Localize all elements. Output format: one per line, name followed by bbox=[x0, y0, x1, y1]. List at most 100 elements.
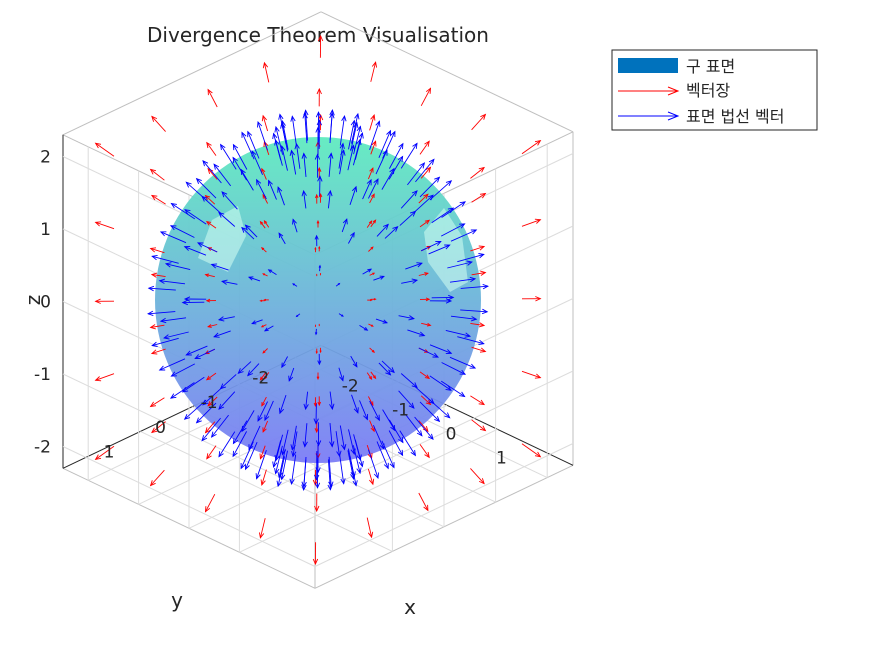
normal-arrow-head bbox=[386, 129, 392, 137]
normal-arrow bbox=[407, 162, 425, 186]
normal-arrow bbox=[273, 133, 282, 161]
normal-arrow-head bbox=[290, 115, 296, 122]
normal-arrow-head bbox=[411, 190, 418, 197]
x-tick-label: 0 bbox=[446, 424, 457, 444]
normal-arrow bbox=[450, 229, 477, 242]
normal-arrow bbox=[339, 425, 345, 450]
normal-arrow bbox=[399, 430, 416, 456]
field-arrow-head bbox=[316, 87, 322, 95]
normal-arrow-head bbox=[280, 122, 286, 129]
normal-arrow-head bbox=[329, 441, 335, 448]
normal-arrow-head bbox=[379, 275, 385, 280]
field-arrow bbox=[261, 469, 267, 486]
field-arrow bbox=[368, 396, 374, 406]
normal-arrow-head bbox=[274, 125, 280, 133]
normal-arrow-head bbox=[314, 482, 321, 489]
normal-arrow-head bbox=[244, 224, 251, 231]
normal-arrow bbox=[303, 456, 307, 487]
normal-arrow bbox=[281, 145, 288, 171]
normal-arrow bbox=[375, 150, 388, 175]
field-arrow bbox=[370, 371, 376, 379]
normal-arrow-head bbox=[428, 158, 435, 165]
field-arrow-head bbox=[207, 324, 212, 328]
normal-arrow bbox=[233, 420, 248, 444]
field-arrow bbox=[261, 396, 267, 407]
field-arrow-head bbox=[206, 453, 212, 460]
normal-arrow-head bbox=[397, 155, 404, 162]
legend-label-field: 벡터장 bbox=[686, 81, 730, 100]
field-arrow-head bbox=[259, 453, 265, 460]
field-arrow-head bbox=[258, 532, 265, 539]
normal-arrow bbox=[148, 311, 176, 315]
field-arrow bbox=[370, 219, 376, 228]
normal-arrow bbox=[303, 190, 307, 209]
normal-arrow-head bbox=[244, 463, 250, 471]
normal-arrow-head bbox=[339, 375, 344, 382]
normal-arrow-head bbox=[257, 415, 263, 422]
normal-arrow-head bbox=[358, 132, 364, 139]
normal-arrow-head bbox=[340, 478, 346, 485]
normal-arrow-head bbox=[356, 125, 362, 132]
field-arrow bbox=[262, 420, 269, 433]
normal-arrow bbox=[220, 374, 237, 389]
normal-arrow bbox=[389, 419, 404, 443]
normal-arrow bbox=[354, 132, 363, 160]
normal-arrow-head bbox=[195, 417, 202, 424]
normal-arrow bbox=[211, 263, 229, 271]
field-arrow bbox=[150, 469, 165, 486]
field-arrow-head bbox=[94, 142, 102, 149]
normal-arrow bbox=[303, 153, 307, 177]
normal-arrow-head bbox=[351, 185, 358, 193]
field-arrow-head bbox=[369, 298, 373, 302]
normal-arrow-head bbox=[183, 414, 191, 420]
normal-arrow-head bbox=[241, 425, 247, 433]
normal-arrow-head bbox=[183, 245, 191, 251]
field-arrow bbox=[471, 114, 486, 131]
field-arrow bbox=[205, 493, 216, 512]
normal-arrow-head bbox=[350, 473, 356, 480]
field-arrow-head bbox=[424, 140, 430, 147]
normal-arrow-head bbox=[398, 437, 404, 444]
field-arrow bbox=[205, 195, 216, 205]
normal-arrow bbox=[160, 231, 187, 244]
field-arrow-head bbox=[371, 349, 375, 353]
normal-arrow-head bbox=[373, 472, 379, 480]
y-tick-label: -1 bbox=[201, 393, 218, 413]
normal-arrow bbox=[407, 329, 425, 337]
field-arrow-head bbox=[372, 272, 376, 275]
normal-arrow bbox=[241, 227, 255, 240]
normal-arrow-head bbox=[469, 276, 477, 283]
field-arrow-head bbox=[312, 479, 319, 487]
field-arrow-head bbox=[207, 88, 213, 96]
normal-arrow-head bbox=[317, 360, 322, 366]
normal-arrow-head bbox=[247, 276, 254, 281]
field-arrow bbox=[369, 193, 375, 204]
field-arrow-head bbox=[368, 376, 373, 381]
normal-arrow bbox=[362, 179, 372, 200]
normal-arrow bbox=[291, 150, 297, 175]
normal-arrow bbox=[414, 416, 434, 440]
normal-arrow bbox=[354, 439, 363, 467]
normal-arrow-head bbox=[445, 385, 452, 391]
field-arrow-head bbox=[367, 531, 374, 539]
field-arrow-head bbox=[479, 192, 487, 199]
field-arrow-head bbox=[262, 350, 266, 354]
normal-arrow bbox=[257, 121, 269, 151]
normal-arrow bbox=[338, 367, 344, 381]
field-arrow-head bbox=[263, 375, 268, 380]
field-arrow bbox=[366, 220, 372, 228]
normal-arrow-head bbox=[444, 244, 451, 250]
normal-arrow bbox=[398, 315, 414, 320]
normal-arrow-head bbox=[301, 484, 307, 491]
normal-arrow-head bbox=[328, 481, 334, 488]
normal-arrow bbox=[419, 176, 440, 198]
vector-field-arrows bbox=[94, 34, 542, 566]
normal-arrow-head bbox=[412, 142, 418, 149]
normal-arrow bbox=[421, 241, 441, 252]
x-tick-label: -2 bbox=[342, 376, 359, 396]
normal-arrow-head bbox=[358, 460, 364, 468]
normal-arrow-head bbox=[383, 462, 389, 470]
normal-arrow-head bbox=[389, 462, 395, 469]
field-arrow bbox=[207, 168, 218, 180]
field-arrow-head bbox=[207, 401, 213, 407]
